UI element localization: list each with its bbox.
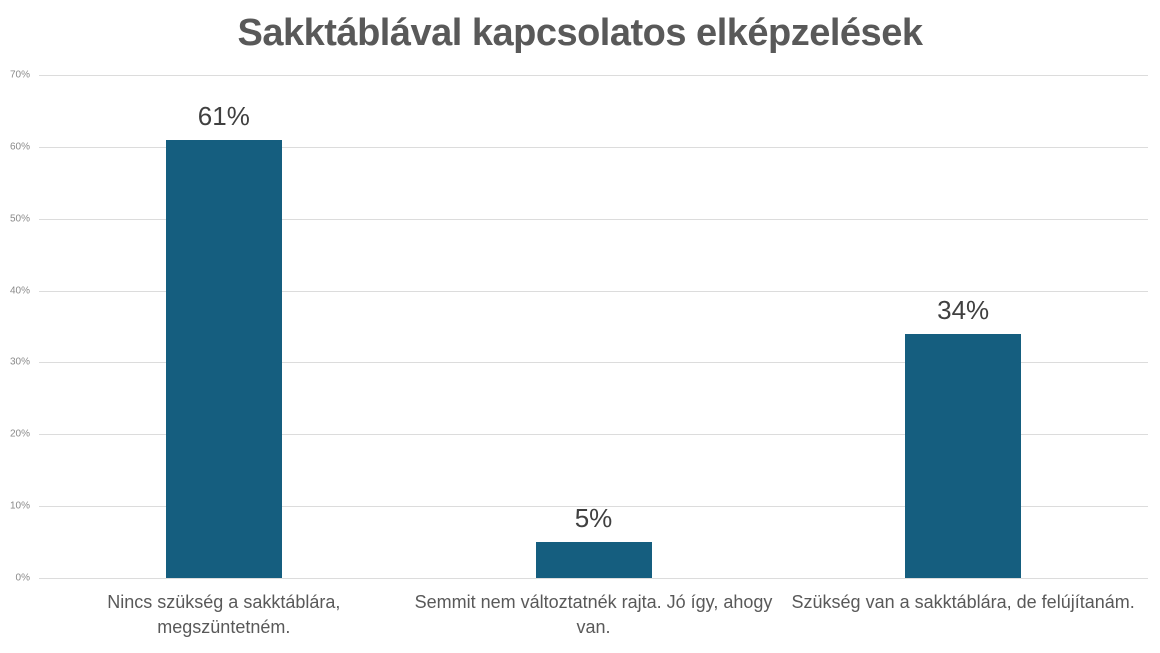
y-tick-label: 0% <box>15 572 30 584</box>
x-axis-category-label: Szükség van a sakktáblára, de felújítaná… <box>791 592 1135 612</box>
bar <box>535 542 652 578</box>
chart-title: Sakktáblával kapcsolatos elképzelések <box>237 12 923 54</box>
bar <box>905 333 1022 578</box>
x-axis-category-label: Semmit nem változtatnék rajta. Jó így, a… <box>414 592 773 638</box>
gridline <box>39 290 1148 292</box>
y-tick-label: 70% <box>9 69 30 81</box>
y-tick-label: 40% <box>9 285 30 297</box>
bar-value-label: 5% <box>574 503 613 534</box>
x-axis-labels: Nincs szükség a sakktáblára, megszüntetn… <box>39 590 1148 640</box>
bar-value-label: 34% <box>937 294 990 325</box>
y-tick-label: 50% <box>9 213 30 225</box>
gridline <box>39 146 1148 148</box>
y-tick-label: 60% <box>9 141 30 153</box>
y-tick-label: 30% <box>9 356 30 368</box>
y-tick-label: 10% <box>9 500 30 512</box>
gridline <box>39 75 1148 76</box>
y-tick-label: 20% <box>9 428 30 440</box>
gridline <box>39 578 1148 579</box>
gridline <box>39 506 1148 508</box>
gridline <box>39 362 1148 364</box>
x-axis-category-label: Nincs szükség a sakktáblára, megszüntetn… <box>107 592 341 638</box>
gridline <box>39 218 1148 220</box>
bar-value-label: 61% <box>197 100 250 131</box>
bar <box>165 139 282 578</box>
plot-area: 0% 10% 20% 30% 40% 50% 60% 70% 61% 5% 34% <box>10 70 1148 584</box>
gridline <box>39 434 1148 436</box>
